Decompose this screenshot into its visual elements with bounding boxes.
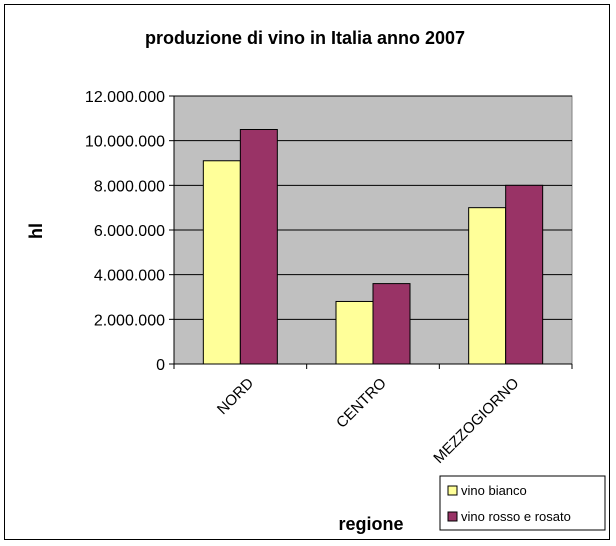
bar-nord-rosso (239, 129, 278, 365)
y-axis-title: hl (26, 223, 46, 239)
bar-mezzogiorno-bianco (468, 207, 507, 365)
legend-label-vino-bianco: vino bianco (461, 483, 527, 498)
x-category-label: NORD (214, 375, 257, 418)
y-tick-label: 6.000.000 (94, 223, 165, 240)
bar-mezzogiorno-rosso (505, 184, 544, 365)
legend: vino bianco vino rosso e rosato (439, 475, 606, 531)
x-category-label: MEZZOGIORNO (430, 375, 522, 467)
chart-title: produzione di vino in Italia anno 2007 (145, 28, 465, 48)
y-tick-label: 10.000.000 (85, 134, 165, 151)
legend-label-vino-rosso: vino rosso e rosato (461, 509, 571, 524)
y-tick-label: 0 (156, 357, 165, 374)
y-tick-label: 2.000.000 (94, 312, 165, 329)
legend-box (439, 475, 606, 531)
y-axis: 0 2.000.000 4.000.000 6.000.000 8.000.000 10.… (85, 89, 175, 374)
x-axis-title: regione (338, 514, 403, 534)
x-category-label: CENTRO (333, 375, 390, 432)
legend-swatch-vino-bianco (447, 485, 458, 496)
y-tick-label: 4.000.000 (94, 268, 165, 285)
bar-centro-bianco (335, 300, 374, 365)
y-tick-label: 8.000.000 (94, 178, 165, 195)
y-tick-label: 12.000.000 (85, 89, 165, 106)
bar-centro-rosso (372, 283, 411, 365)
legend-swatch-vino-rosso (447, 511, 458, 522)
bars-group (202, 129, 544, 365)
x-axis: NORD CENTRO MEZZOGIORNO (173, 363, 573, 467)
bar-nord-bianco (202, 160, 241, 365)
